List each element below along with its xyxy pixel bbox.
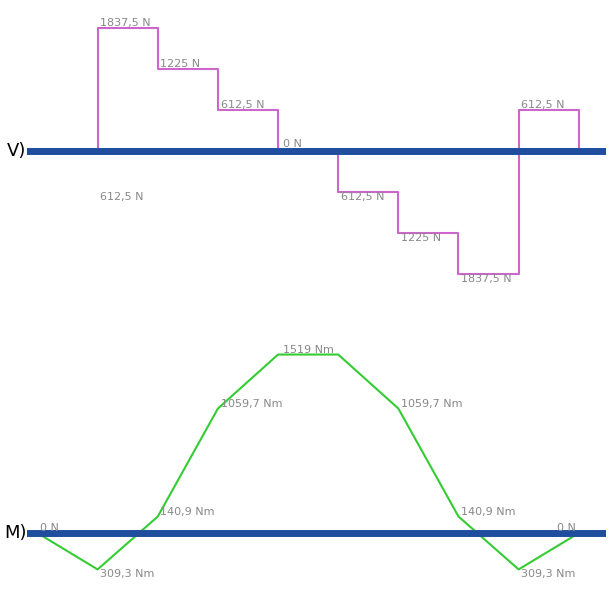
- Text: 1225 N: 1225 N: [160, 59, 201, 69]
- Text: 612,5 N: 612,5 N: [100, 192, 144, 202]
- Text: 309,3 Nm: 309,3 Nm: [522, 569, 576, 579]
- Text: V): V): [7, 142, 27, 160]
- Text: 1059,7 Nm: 1059,7 Nm: [221, 399, 282, 408]
- Text: 1837,5 N: 1837,5 N: [461, 274, 512, 284]
- Text: 612,5 N: 612,5 N: [522, 100, 565, 110]
- Text: 1519 Nm: 1519 Nm: [284, 344, 334, 355]
- Text: 0 N: 0 N: [557, 523, 576, 533]
- Text: 1225 N: 1225 N: [401, 233, 441, 243]
- Text: M): M): [4, 524, 27, 542]
- Text: 612,5 N: 612,5 N: [221, 100, 264, 110]
- Text: 1059,7 Nm: 1059,7 Nm: [401, 399, 462, 408]
- Text: 1837,5 N: 1837,5 N: [100, 18, 151, 29]
- Text: 309,3 Nm: 309,3 Nm: [100, 569, 155, 579]
- Text: 0 N: 0 N: [284, 139, 303, 149]
- Text: 612,5 N: 612,5 N: [341, 192, 384, 202]
- Text: 140,9 Nm: 140,9 Nm: [461, 507, 515, 517]
- Text: 140,9 Nm: 140,9 Nm: [160, 507, 215, 517]
- Text: 0 N: 0 N: [40, 523, 59, 533]
